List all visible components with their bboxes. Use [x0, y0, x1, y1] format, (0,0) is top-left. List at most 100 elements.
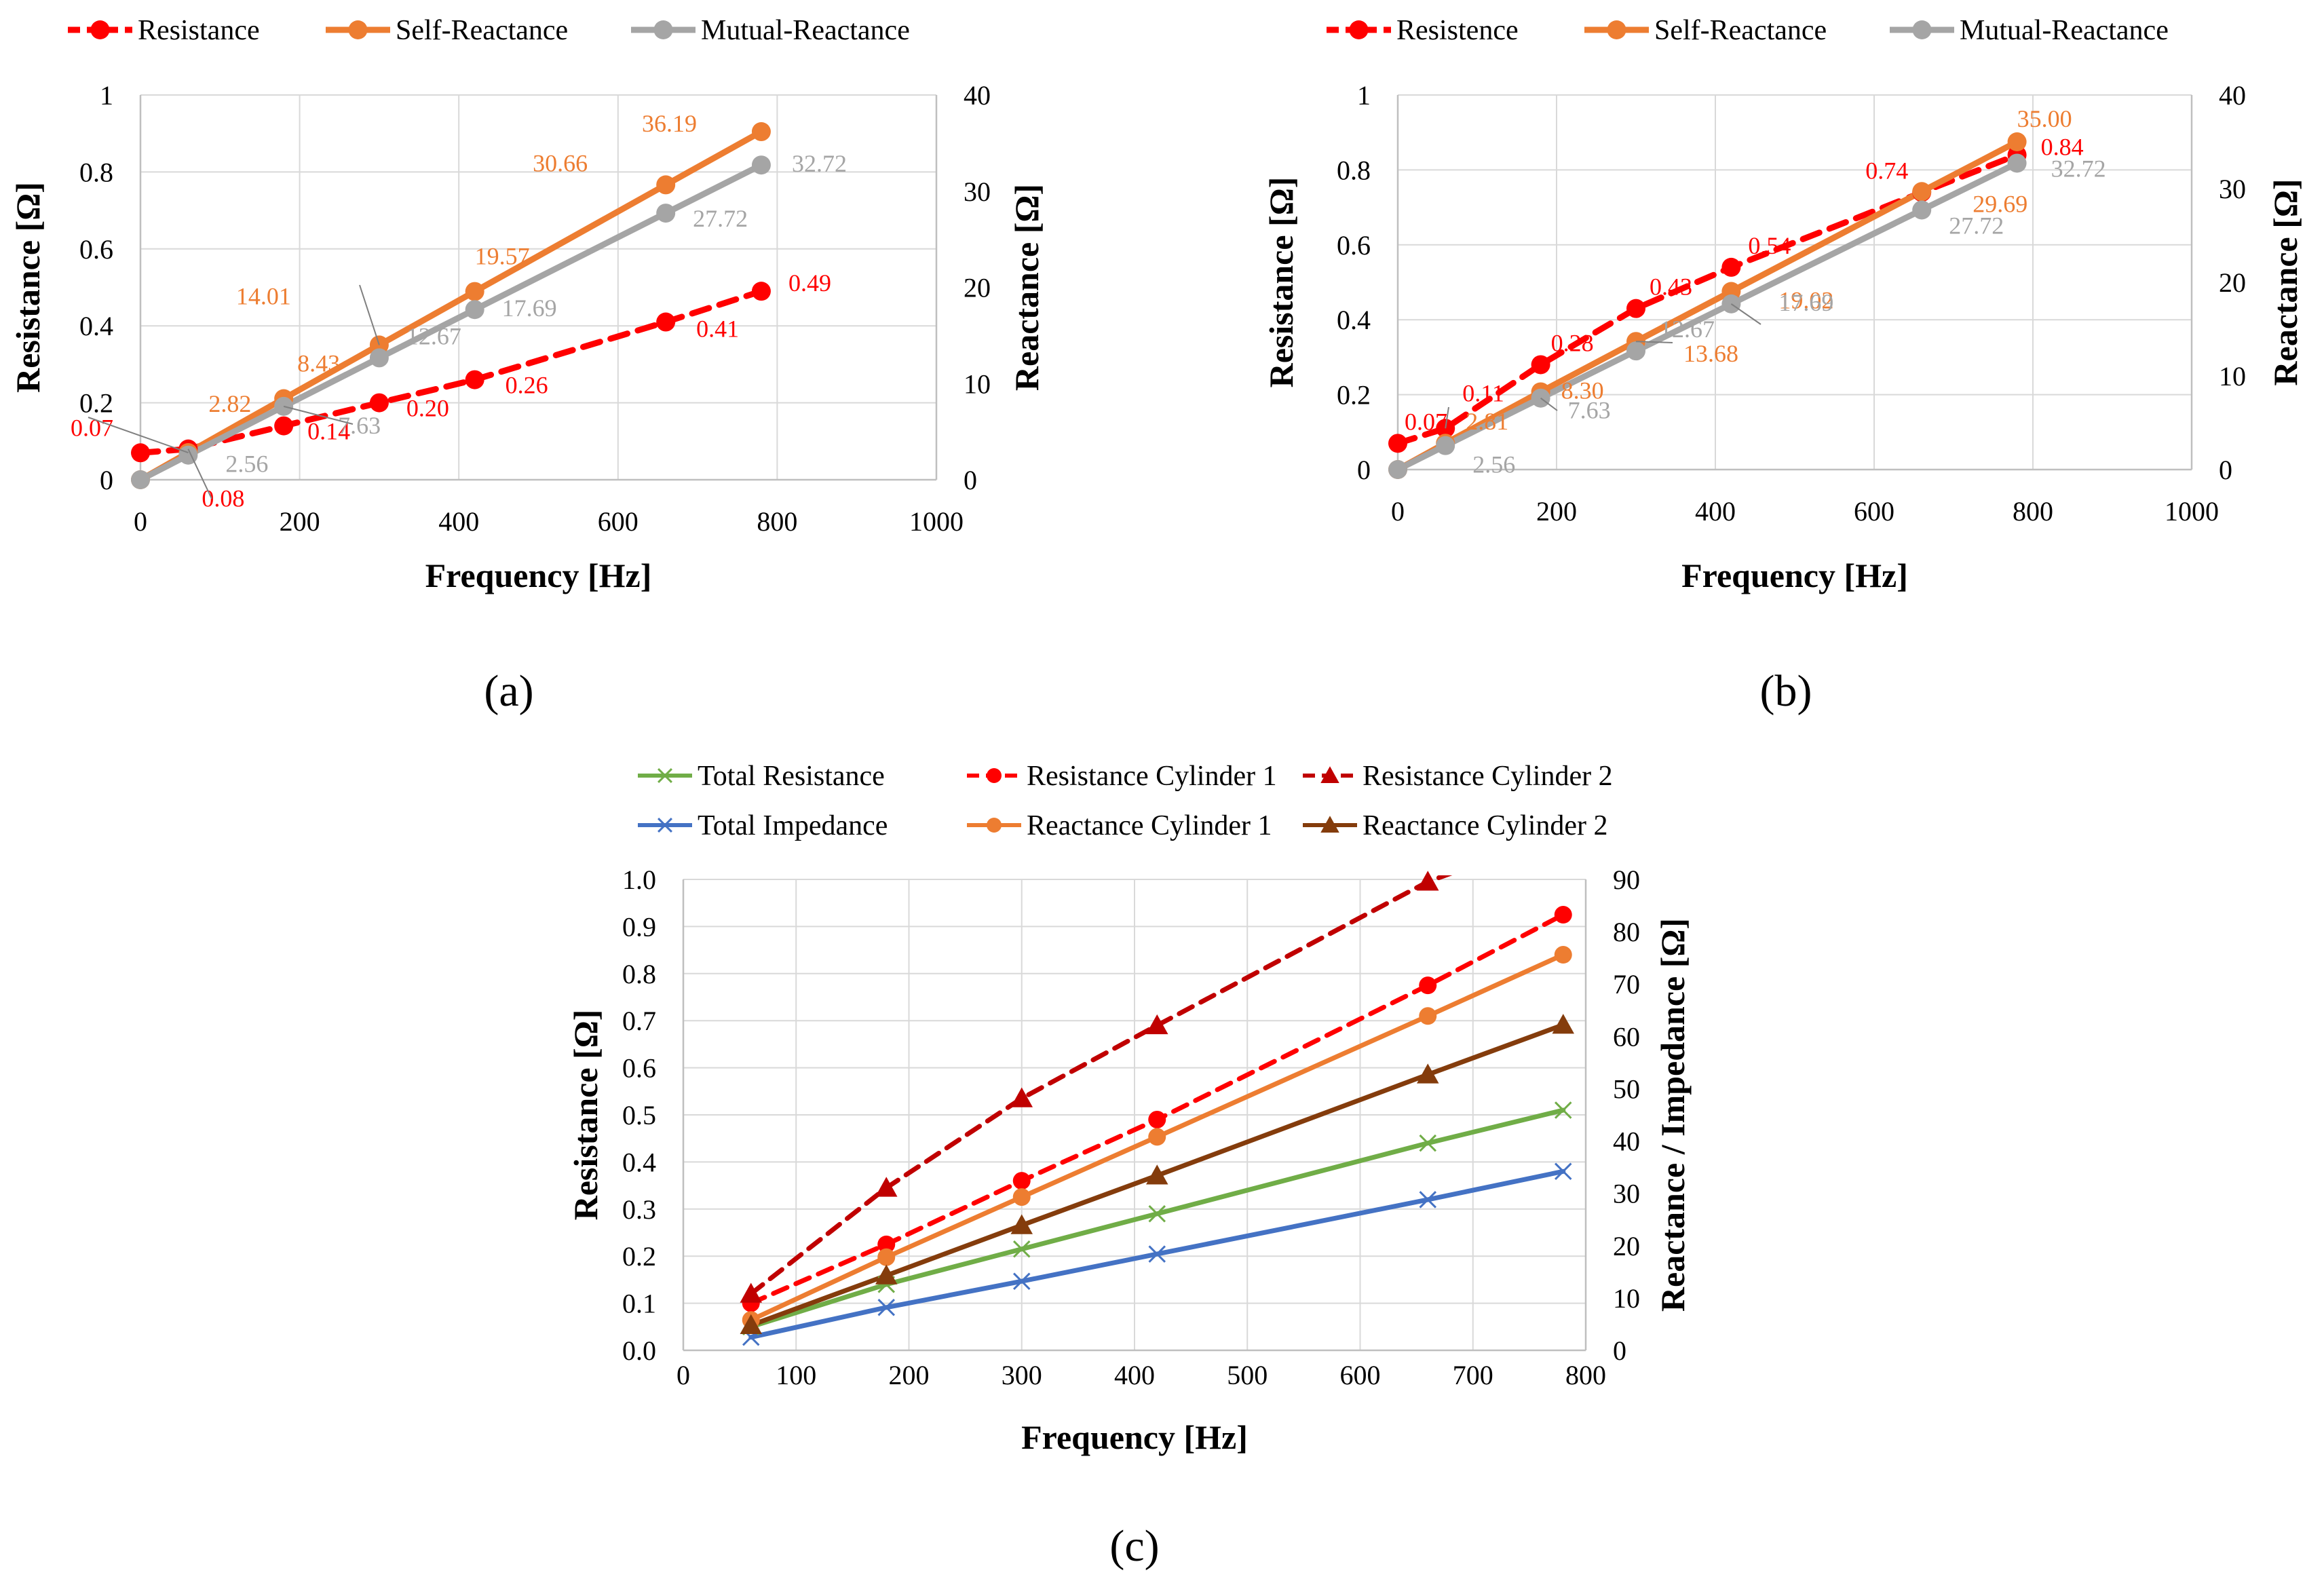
data-point-a-2 — [131, 470, 150, 489]
panel-label-a: (a) — [484, 666, 533, 716]
x-tick-label-b: 1000 — [2165, 496, 2219, 527]
data-label-a-0: 0.20 — [406, 395, 449, 422]
data-point-c-4 — [1148, 1128, 1166, 1146]
data-label-a-0: 0.49 — [788, 269, 831, 297]
data-label-b-2: 32.72 — [2051, 155, 2106, 182]
legend-marker-c-0 — [658, 768, 672, 783]
x-tick-label-c: 100 — [776, 1360, 816, 1390]
y2-tick-label-c: 20 — [1613, 1231, 1640, 1261]
data-label-b-0: 0.28 — [1551, 329, 1594, 356]
legend-marker-b-2 — [1912, 20, 1932, 39]
y2-tick-label-c: 50 — [1613, 1073, 1640, 1104]
y2-tick-label-c: 30 — [1613, 1179, 1640, 1209]
data-point-c-4 — [1419, 1007, 1437, 1025]
legend-marker-b-0 — [1349, 20, 1369, 39]
x-tick-label-c: 300 — [1002, 1360, 1042, 1390]
legend-label-b-1: Self-Reactance — [1654, 15, 1827, 46]
data-point-b-2 — [2007, 153, 2027, 173]
leader-line-a — [88, 417, 189, 453]
data-point-b-2 — [1436, 436, 1455, 455]
y2-tick-label-a: 30 — [964, 176, 991, 207]
legend-marker-b-1 — [1607, 20, 1626, 39]
y-tick-label-b: 0.8 — [1337, 155, 1371, 185]
x-tick-label-b: 800 — [2013, 496, 2053, 527]
legend-marker-c-2 — [1320, 766, 1339, 783]
series-line-c-total-resistance — [748, 1107, 1566, 1329]
y-tick-label-a: 0.4 — [79, 311, 113, 341]
legend-marker-a-1 — [348, 20, 368, 39]
data-label-a-1: 14.01 — [236, 282, 291, 309]
x-tick-label-c: 800 — [1565, 1360, 1606, 1390]
data-label-b-2: 2.56 — [1472, 451, 1515, 478]
data-point-a-0 — [274, 416, 294, 436]
y2-tick-label-c: 80 — [1613, 917, 1640, 947]
y-axis-title-b: Resistance [Ω] — [1262, 177, 1300, 388]
data-point-c-2 — [1010, 1087, 1033, 1107]
y-tick-label-c: 0.5 — [622, 1100, 656, 1130]
data-label-b-2: 17.69 — [1778, 289, 1833, 316]
data-label-b-1: 13.68 — [1683, 340, 1738, 367]
data-label-a-1: 30.66 — [533, 149, 588, 176]
legend-marker-c-3 — [658, 818, 672, 833]
data-point-b-0 — [1721, 257, 1741, 277]
y2-tick-label-a: 20 — [964, 273, 991, 303]
data-label-a-1: 19.57 — [475, 243, 530, 270]
data-label-a-2: 27.72 — [693, 205, 748, 232]
legend-label-c-3: Total Impedance — [698, 810, 888, 841]
data-point-c-0 — [1148, 1204, 1166, 1223]
y-tick-label-a: 0.2 — [79, 388, 113, 419]
data-point-a-0 — [465, 370, 484, 389]
data-point-a-0 — [751, 282, 771, 301]
legend-label-a-1: Self-Reactance — [396, 15, 568, 46]
leader-line-b — [1445, 406, 1449, 429]
data-point-c-5 — [740, 1314, 762, 1334]
data-label-b-0: 0.07 — [1405, 408, 1447, 435]
y-tick-label-a: 0 — [100, 465, 113, 495]
data-label-a-2: 12.67 — [406, 322, 461, 349]
y-tick-label-b: 0.2 — [1337, 380, 1371, 411]
data-point-a-2 — [465, 300, 484, 320]
panel-label-b: (b) — [1760, 666, 1812, 716]
data-label-b-2: 7.63 — [1568, 397, 1611, 424]
data-point-c-4 — [877, 1248, 896, 1266]
y-axis-title-a: Resistance [Ω] — [9, 182, 47, 393]
y-tick-label-c: 0.2 — [622, 1241, 656, 1272]
data-point-a-1 — [656, 175, 676, 195]
y-tick-label-c: 1.0 — [622, 864, 656, 895]
data-label-a-2: 32.72 — [792, 150, 847, 177]
data-point-c-3 — [1012, 1272, 1031, 1290]
y2-tick-label-b: 30 — [2219, 174, 2246, 204]
legend-label-b-2: Mutual-Reactance — [1960, 15, 2169, 46]
data-point-a-2 — [656, 204, 676, 223]
y-tick-label-c: 0.4 — [622, 1147, 656, 1177]
data-point-a-0 — [369, 393, 389, 413]
data-point-b-0 — [1626, 299, 1645, 318]
y2-axis-title-a: Reactance [Ω] — [1008, 184, 1046, 391]
x-tick-label-a: 400 — [438, 506, 479, 537]
x-tick-label-c: 400 — [1114, 1360, 1155, 1390]
x-tick-label-c: 500 — [1227, 1360, 1268, 1390]
leader-line-a — [359, 284, 380, 345]
legend-marker-c-1 — [987, 768, 1002, 783]
data-point-b-0 — [1531, 355, 1550, 375]
legend-marker-a-2 — [653, 20, 673, 39]
data-point-b-1 — [2007, 132, 2027, 151]
y2-tick-label-a: 10 — [964, 368, 991, 399]
data-point-c-3 — [1148, 1245, 1166, 1263]
leader-line-a — [283, 405, 354, 425]
data-point-a-1 — [751, 122, 771, 142]
y-tick-label-b: 0 — [1357, 455, 1371, 485]
series-line-c-reactance-cylinder-2 — [748, 1022, 1566, 1328]
data-label-a-1: 8.43 — [297, 350, 340, 377]
x-tick-label-c: 0 — [677, 1360, 690, 1390]
data-point-c-2 — [1417, 871, 1439, 891]
data-point-c-2 — [1146, 1014, 1168, 1035]
data-point-c-1 — [1012, 1172, 1031, 1190]
y2-tick-label-a: 40 — [964, 80, 991, 111]
data-label-b-2: 27.72 — [1949, 212, 2004, 239]
x-tick-label-c: 600 — [1340, 1360, 1381, 1390]
x-tick-label-a: 0 — [134, 506, 147, 537]
data-point-c-4 — [1012, 1188, 1031, 1206]
data-label-b-1: 19.02 — [1778, 287, 1833, 314]
data-label-b-0: 0.54 — [1748, 232, 1791, 259]
